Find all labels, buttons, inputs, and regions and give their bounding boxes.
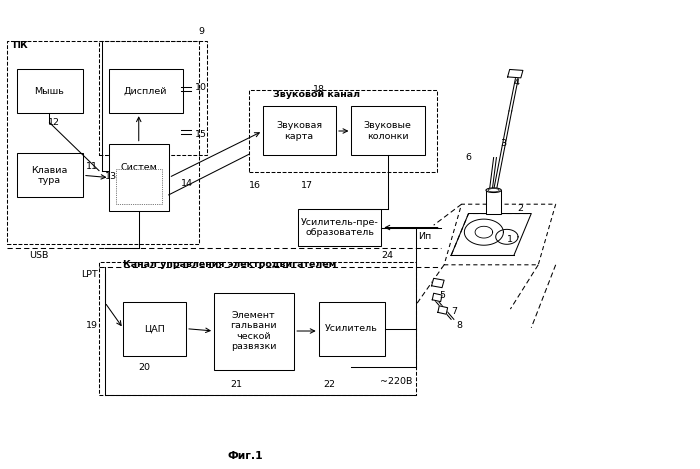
Text: 4: 4 bbox=[514, 78, 520, 88]
Text: LPT: LPT bbox=[82, 270, 98, 279]
Text: Дисплей: Дисплей bbox=[124, 87, 167, 96]
Text: 17: 17 bbox=[301, 181, 313, 190]
Text: 9: 9 bbox=[199, 27, 204, 36]
Text: Канал управления электродвигателем: Канал управления электродвигателем bbox=[123, 260, 337, 269]
Text: Ип: Ип bbox=[418, 232, 431, 242]
Polygon shape bbox=[438, 306, 447, 314]
Bar bbox=[99, 263, 416, 395]
Text: 24: 24 bbox=[382, 251, 393, 260]
Bar bbox=[109, 144, 169, 211]
Ellipse shape bbox=[488, 189, 499, 192]
Bar bbox=[7, 41, 199, 244]
Text: Мышь: Мышь bbox=[34, 87, 64, 96]
Bar bbox=[116, 169, 162, 204]
Text: 14: 14 bbox=[181, 179, 193, 188]
Bar bbox=[17, 153, 83, 197]
Bar bbox=[214, 293, 294, 370]
Polygon shape bbox=[508, 69, 523, 78]
Bar bbox=[99, 41, 207, 155]
Text: 6: 6 bbox=[465, 153, 471, 162]
Text: 19: 19 bbox=[85, 321, 97, 330]
Bar bbox=[17, 69, 83, 113]
Bar bbox=[262, 106, 336, 155]
Bar bbox=[298, 209, 382, 246]
Bar bbox=[249, 90, 438, 172]
Text: 2: 2 bbox=[517, 204, 524, 213]
Text: ЦАП: ЦАП bbox=[144, 324, 165, 333]
Bar bbox=[351, 106, 425, 155]
Text: ПК: ПК bbox=[12, 41, 27, 50]
Bar bbox=[486, 190, 501, 213]
Ellipse shape bbox=[486, 188, 501, 193]
Text: 11: 11 bbox=[85, 162, 97, 171]
Text: Усилитель: Усилитель bbox=[325, 324, 378, 333]
Bar bbox=[318, 302, 385, 356]
Text: 21: 21 bbox=[230, 380, 242, 389]
Text: 18: 18 bbox=[313, 85, 325, 94]
Text: 7: 7 bbox=[451, 307, 457, 316]
Text: 15: 15 bbox=[195, 130, 207, 139]
Text: Звуковая
карта: Звуковая карта bbox=[276, 121, 322, 141]
Text: Усилитель-пре-
образователь: Усилитель-пре- образователь bbox=[301, 218, 379, 237]
Text: USB: USB bbox=[29, 251, 49, 260]
Text: Систем
ный
блок: Систем ный блок bbox=[120, 163, 158, 192]
Text: 12: 12 bbox=[48, 118, 60, 127]
Text: 20: 20 bbox=[138, 363, 150, 372]
Text: Фиг.1: Фиг.1 bbox=[228, 451, 263, 461]
Text: Звуковой канал: Звуковой канал bbox=[273, 90, 360, 99]
Text: 8: 8 bbox=[456, 321, 462, 330]
Bar bbox=[123, 302, 186, 356]
Text: 13: 13 bbox=[104, 172, 117, 181]
Text: 1: 1 bbox=[507, 234, 513, 244]
Text: 22: 22 bbox=[323, 380, 335, 389]
Text: 3: 3 bbox=[500, 139, 506, 148]
Text: Элемент
гальвани
ческой
развязки: Элемент гальвани ческой развязки bbox=[230, 311, 277, 351]
Polygon shape bbox=[432, 278, 444, 287]
Bar bbox=[109, 69, 183, 113]
Text: ~220В: ~220В bbox=[380, 377, 412, 386]
Text: 5: 5 bbox=[439, 291, 445, 300]
Text: Клавиа
тура: Клавиа тура bbox=[32, 166, 68, 185]
Polygon shape bbox=[451, 213, 531, 256]
Text: 10: 10 bbox=[195, 83, 207, 92]
Text: 16: 16 bbox=[249, 181, 261, 190]
Polygon shape bbox=[433, 293, 442, 302]
Text: Звуковые
колонки: Звуковые колонки bbox=[364, 121, 412, 141]
